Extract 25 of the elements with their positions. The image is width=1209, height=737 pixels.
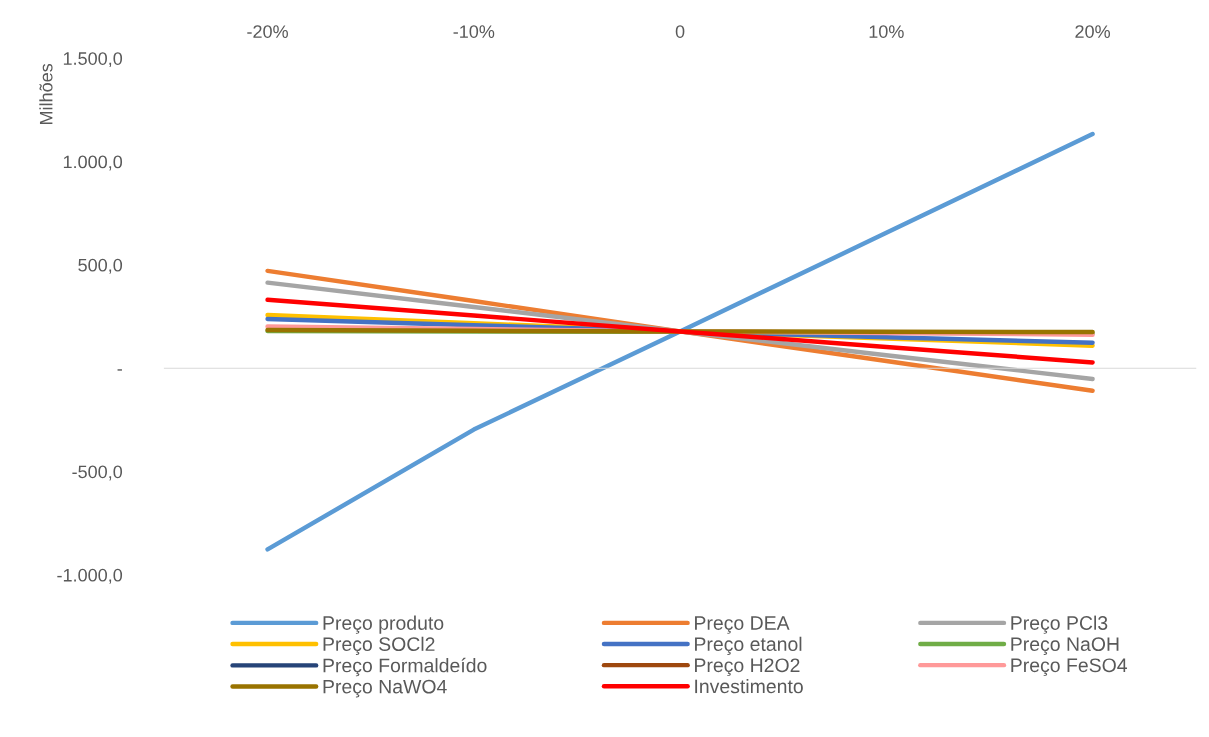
legend-label: Preço produto <box>323 615 444 634</box>
legend-label: Preço NaOH <box>1011 637 1119 655</box>
y-tick-label: - <box>117 369 122 371</box>
legend-label: Preço DEA <box>695 616 790 634</box>
y-axis-title: Milhões <box>39 63 53 125</box>
y-tick-label: 500,0 <box>78 258 123 274</box>
x-tick-label: -10% <box>453 25 495 38</box>
line-series <box>265 297 1095 365</box>
x-tick-label: 0 <box>675 25 685 38</box>
x-tick-label: 20% <box>1075 25 1110 38</box>
line-series <box>265 131 1095 552</box>
y-tick-label: -500,0 <box>72 465 123 481</box>
legend-label: Preço FeSO4 <box>1011 658 1128 677</box>
y-tick-label: 1.500,0 <box>63 52 123 68</box>
legend-label: Preço etanol <box>695 636 802 655</box>
y-tick-label: 1.000,0 <box>63 155 123 171</box>
x-tick-label: -20% <box>247 25 288 38</box>
legend-label: Preço PCl3 <box>1011 615 1108 634</box>
legend-label: Preço Formaldeído <box>323 657 487 677</box>
y-tick-label: -1.000,0 <box>57 568 123 584</box>
x-tick-label: 10% <box>869 25 904 38</box>
legend-label: Investimento <box>695 678 803 694</box>
legend-label: Preço SOCl2 <box>323 636 435 655</box>
legend-label: Preço H2O2 <box>695 658 800 677</box>
legend-label: Preço NaWO4 <box>323 679 447 698</box>
